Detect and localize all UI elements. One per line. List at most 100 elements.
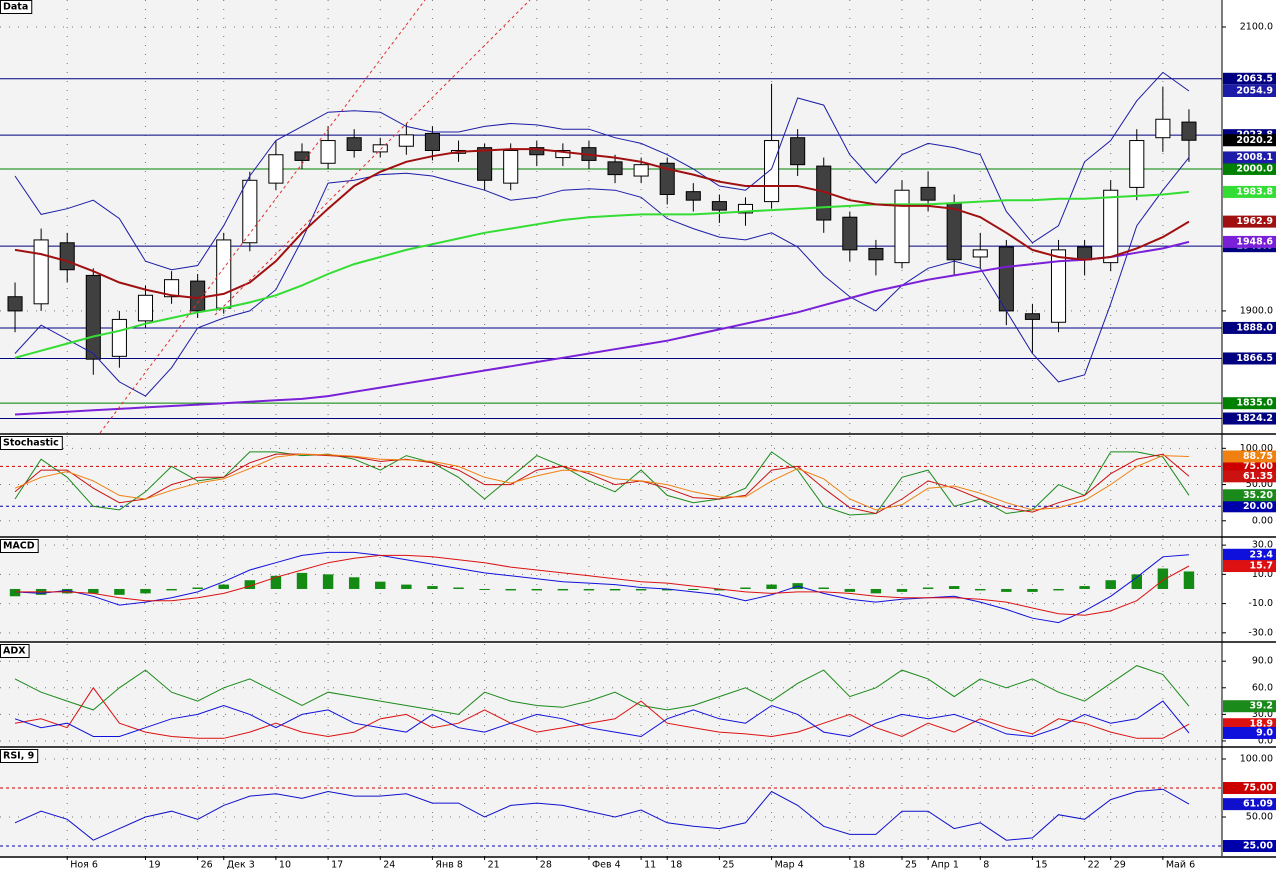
- y-tick-label: 100.00: [1240, 753, 1273, 764]
- last-value-marker: [1223, 726, 1276, 739]
- histogram-bar: [740, 587, 751, 589]
- candle-body: [607, 161, 623, 176]
- plot-area: [0, 644, 1222, 746]
- candle-body: [711, 201, 727, 211]
- candle-body: [320, 140, 336, 164]
- indicator-line: [14, 686, 1190, 739]
- histogram-bar: [557, 588, 569, 591]
- last-value-marker: [1223, 235, 1276, 248]
- histogram-bar: [635, 588, 647, 591]
- x-tick-label: 24: [383, 860, 395, 871]
- last-value-marker-label: 61.09: [1243, 799, 1273, 810]
- candle-body: [1050, 249, 1067, 323]
- histogram-bar: [192, 587, 203, 589]
- last-value-marker-label: 18.9: [1250, 719, 1273, 730]
- level-marker-label: 75.00: [1243, 782, 1273, 793]
- y-tick-label: 10.0: [1252, 569, 1273, 580]
- last-value-marker: [1223, 215, 1276, 228]
- last-value-marker: [1223, 489, 1276, 502]
- candle-body: [111, 318, 127, 357]
- histogram-bar: [583, 588, 595, 591]
- candle-body: [920, 186, 936, 201]
- last-value-marker-label: 88.75: [1243, 451, 1273, 462]
- axis-area: [0, 856, 1222, 872]
- histogram-bar: [844, 588, 856, 592]
- histogram-bar: [1079, 586, 1090, 589]
- close-marker: [1223, 134, 1276, 147]
- candle-body: [1129, 140, 1145, 188]
- histogram-bar: [1157, 568, 1169, 589]
- y-tick-label: 100.00: [1240, 443, 1273, 454]
- x-tick-label: 26: [201, 860, 213, 871]
- last-value-marker: [1223, 700, 1276, 713]
- candle-body: [85, 274, 101, 360]
- candle-body: [764, 140, 780, 203]
- histogram-bar: [714, 588, 725, 591]
- last-value-marker-label: 1983.8: [1236, 186, 1273, 197]
- histogram-bar: [1027, 588, 1038, 592]
- indicator-line: [14, 451, 1190, 516]
- y-tick-label: 50.00: [1246, 812, 1273, 823]
- level-marker-label: 2063.5: [1236, 73, 1273, 84]
- y-tick-label: 90.0: [1252, 656, 1273, 667]
- histogram-bar: [322, 574, 334, 589]
- last-value-marker: [1223, 185, 1276, 198]
- candle-body: [137, 294, 154, 322]
- x-tick-label: Мар 4: [775, 860, 804, 871]
- panel-title-box: [0, 436, 63, 450]
- panel-title: MACD: [3, 541, 35, 552]
- panel-title-box: [0, 644, 30, 658]
- candle-body: [424, 132, 440, 151]
- candle-body: [242, 179, 258, 244]
- histogram-bar: [427, 586, 438, 589]
- level-marker-label: 1888.0: [1236, 322, 1273, 333]
- histogram-bar: [922, 587, 934, 589]
- y-tick-label: 60.0: [1252, 682, 1273, 693]
- candle-body: [998, 246, 1014, 312]
- histogram-bar: [1053, 588, 1064, 591]
- level-marker: [1223, 460, 1276, 473]
- last-value-marker-label: 15.7: [1250, 561, 1273, 572]
- last-value-marker: [1223, 798, 1276, 811]
- panel-title-box: [0, 749, 39, 763]
- level-marker-label: 1866.5: [1236, 353, 1273, 364]
- x-tick-label: 25: [722, 860, 734, 871]
- histogram-bar: [88, 588, 99, 594]
- candle-body: [398, 134, 414, 147]
- candle-body: [59, 242, 75, 271]
- y-tick-label: 2100.0: [1240, 21, 1273, 32]
- level-marker-label: 2000.0: [1236, 163, 1273, 174]
- x-tick-label: Ноя 6: [70, 860, 98, 871]
- candle-body: [659, 162, 675, 195]
- last-value-marker: [1223, 470, 1276, 483]
- histogram-bar: [296, 572, 308, 589]
- last-value-marker: [1223, 560, 1276, 573]
- candle-body: [346, 137, 362, 151]
- x-tick-label: 28: [540, 860, 552, 871]
- y-tick-label: 50.00: [1246, 479, 1273, 490]
- x-tick-label: 17: [331, 860, 343, 871]
- candle-body: [190, 280, 206, 312]
- last-value-marker: [1223, 151, 1276, 164]
- histogram-bar: [1001, 588, 1012, 592]
- x-tick-label: 25: [905, 860, 917, 871]
- y-tick-label: 1900.0: [1240, 305, 1273, 316]
- histogram-bar: [896, 588, 908, 592]
- histogram-bar: [453, 587, 464, 589]
- indicator-line: [14, 551, 1190, 624]
- level-marker: [1223, 352, 1276, 365]
- candle-body: [685, 191, 701, 201]
- histogram-bar: [62, 588, 73, 594]
- candle-body: [555, 149, 571, 159]
- level-marker: [1223, 840, 1276, 853]
- candle-body: [894, 189, 910, 264]
- histogram-bar: [9, 588, 21, 597]
- candle-body: [216, 239, 232, 309]
- panel-title: RSI, 9: [3, 751, 34, 762]
- last-value-marker-label: 9.0: [1256, 727, 1273, 738]
- panel-title-box: [0, 539, 39, 553]
- histogram-bar: [1105, 580, 1116, 589]
- y-tick-label: -10.0: [1248, 598, 1273, 609]
- histogram-bar: [688, 588, 699, 590]
